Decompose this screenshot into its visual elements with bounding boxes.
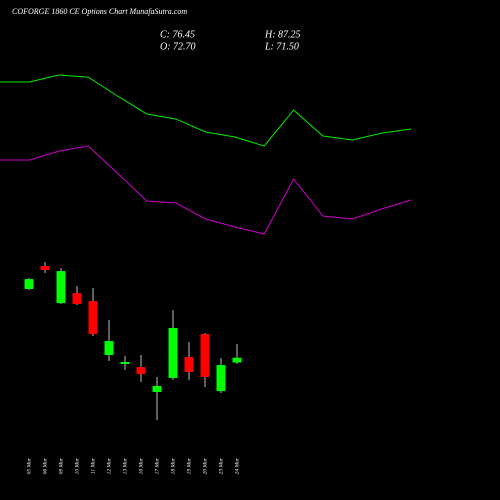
candle-body [120, 361, 130, 365]
x-tick-label: 09 Mar [58, 457, 64, 474]
x-tick-label: 05 Mar [26, 457, 32, 474]
header-low: L: 71.50 [264, 41, 299, 52]
chart-title: COFORGE 1860 CE Options Chart MunafaSutr… [12, 7, 187, 16]
candle-body [24, 279, 34, 289]
candle-body [152, 385, 162, 392]
x-tick-label: 17 Mar [154, 457, 160, 474]
x-tick-label: 23 Mar [218, 457, 224, 474]
x-tick-label: 06 Mar [42, 457, 48, 474]
candle-body [104, 341, 114, 356]
candle-body [216, 365, 226, 392]
candle-body [184, 357, 194, 373]
header-high: H: 87.25 [264, 29, 301, 40]
x-tick-label: 19 Mar [186, 457, 192, 474]
candle-body [232, 357, 242, 363]
x-tick-label: 16 Mar [138, 457, 144, 474]
indicator-line [0, 145, 412, 235]
indicator-line [0, 74, 412, 147]
x-tick-label: 10 Mar [74, 457, 80, 474]
candle-body [40, 265, 50, 271]
x-tick-label: 24 Mar [233, 457, 240, 474]
candle-body [136, 367, 146, 375]
x-tick-label: 12 Mar [106, 457, 112, 474]
candle-body [200, 334, 210, 377]
header-open: O: 72.70 [160, 41, 196, 52]
candle-body [72, 293, 82, 304]
candle-body [168, 327, 178, 378]
x-tick-label: 18 Mar [170, 457, 176, 474]
header-close: C: 76.45 [160, 29, 195, 40]
x-tick-label: 20 Mar [202, 457, 208, 474]
x-tick-label: 13 Mar [122, 457, 128, 474]
candle-body [56, 271, 66, 304]
x-tick-label: 11 Mar [90, 457, 96, 474]
candle-body [88, 301, 98, 335]
